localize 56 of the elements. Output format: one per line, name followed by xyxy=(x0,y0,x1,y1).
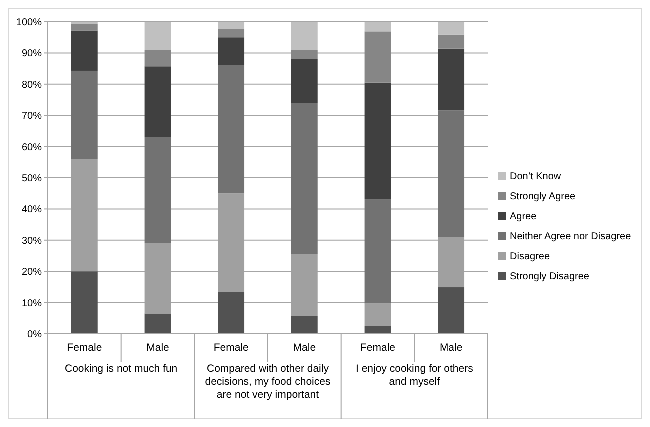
y-tick-label: 60% xyxy=(22,142,42,154)
bar xyxy=(291,59,318,104)
text: I enjoy cooking for others and myself xyxy=(356,363,474,388)
legend-label: Strongly Disagree xyxy=(510,272,590,282)
y-tick-label: 50% xyxy=(22,174,42,184)
legend-label: Agree xyxy=(510,212,538,222)
bar xyxy=(291,316,318,334)
y-tick-label: 80% xyxy=(22,80,42,91)
bar xyxy=(71,24,98,31)
y-tick-label: 20% xyxy=(22,267,42,278)
y-tick-label: 0% xyxy=(28,330,42,340)
y-tick-label: 40% xyxy=(22,204,42,216)
bar xyxy=(71,272,98,334)
bar xyxy=(364,82,392,200)
y-tick-label: 70% xyxy=(22,111,42,122)
y-tick-label: 10% xyxy=(22,298,42,310)
bar xyxy=(364,200,392,304)
text: Compared with other daily decisions, my food choices are not very important xyxy=(205,363,331,401)
bar xyxy=(144,137,172,244)
bar xyxy=(71,30,98,71)
bar xyxy=(364,304,392,326)
bar xyxy=(144,66,172,138)
x-tick-label: Female xyxy=(360,342,396,354)
legend-label: Strongly Agree xyxy=(510,192,576,202)
legend-label: Disagree xyxy=(510,252,550,262)
bar xyxy=(364,22,392,32)
x-tick-label: Male xyxy=(146,342,170,354)
bar xyxy=(144,50,172,67)
bar xyxy=(218,22,245,30)
y-tick-label: 100% xyxy=(16,18,42,28)
x-tick-label: Male xyxy=(440,342,463,354)
text: Cooking is not much fun xyxy=(65,363,178,375)
x-tick-label: Female xyxy=(214,342,249,354)
bar xyxy=(218,292,245,334)
x-tick-label: Female xyxy=(67,342,102,354)
bar xyxy=(438,288,465,334)
bar xyxy=(438,110,465,238)
bar xyxy=(438,48,465,111)
y-tick-label: 90% xyxy=(22,48,42,60)
legend-label: Don’t Know xyxy=(510,172,562,182)
bar xyxy=(144,314,172,334)
bar xyxy=(438,22,465,35)
bar xyxy=(218,29,245,38)
x-tick-label: Male xyxy=(293,342,316,354)
y-tick-label: 30% xyxy=(22,236,42,247)
bar xyxy=(291,22,318,50)
bar xyxy=(364,326,392,334)
bar xyxy=(218,38,245,66)
bar xyxy=(144,22,172,50)
bar xyxy=(71,70,98,160)
bar xyxy=(438,34,465,49)
bar xyxy=(291,50,318,60)
bar xyxy=(291,103,318,254)
legend-label: Neither Agree nor Disagree xyxy=(510,232,632,242)
bar xyxy=(364,32,392,83)
bar xyxy=(218,65,245,194)
